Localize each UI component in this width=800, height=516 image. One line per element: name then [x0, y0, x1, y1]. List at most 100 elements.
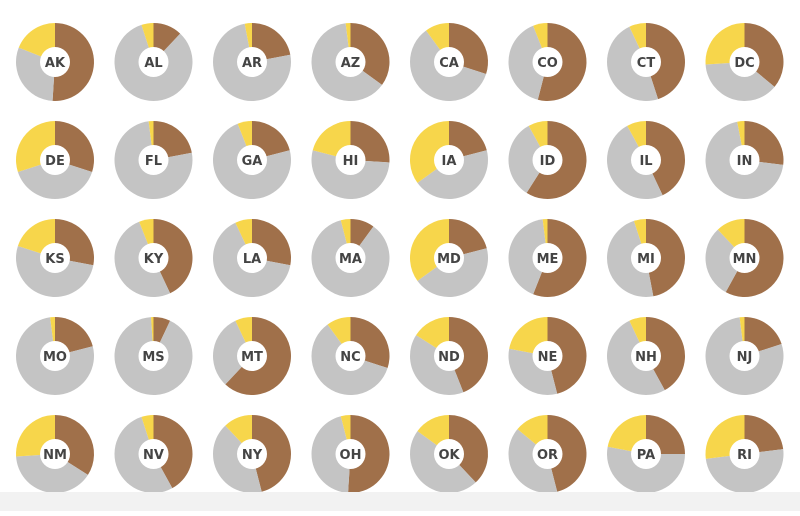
donut-hole: [434, 341, 464, 371]
donut-mi: MI: [607, 219, 686, 297]
slice-ri-gray: [705, 449, 784, 493]
slice-ny-gray: [212, 425, 262, 494]
donut-al: AL: [114, 23, 193, 101]
donut-hole: [237, 341, 267, 371]
state-label-ca: CA: [439, 56, 459, 71]
state-label-al: AL: [144, 56, 162, 71]
state-label-nm: NM: [43, 448, 67, 463]
state-label-fl: FL: [145, 154, 162, 169]
state-label-oh: OH: [340, 448, 362, 463]
slice-ky-brown: [153, 219, 193, 294]
donut-pa: PA: [607, 415, 685, 494]
donut-hole: [40, 439, 70, 469]
state-label-il: IL: [639, 154, 652, 169]
state-label-ny: NY: [242, 448, 263, 463]
donut-hole: [532, 47, 563, 77]
donut-de: DE: [15, 120, 94, 199]
donut-hole: [532, 439, 563, 469]
slice-dc-brown: [744, 23, 784, 87]
slice-md-gray: [417, 248, 488, 297]
state-label-ar: AR: [242, 56, 262, 71]
donut-hole: [237, 145, 267, 175]
donut-hole: [138, 439, 169, 469]
state-label-mo: MO: [43, 350, 67, 365]
state-label-ms: MS: [142, 350, 164, 365]
donut-az: AZ: [311, 23, 390, 102]
donut-oh: OH: [311, 415, 390, 493]
donut-il: IL: [606, 121, 686, 200]
slice-co-gray: [508, 25, 548, 100]
donut-hole: [434, 145, 464, 175]
donut-hole: [40, 47, 70, 77]
donut-hole: [532, 243, 563, 273]
donut-hole: [138, 47, 169, 77]
donut-la: LA: [212, 219, 291, 297]
slice-me-gray: [508, 219, 548, 295]
slice-id-gray: [508, 125, 548, 193]
donut-hole: [631, 47, 661, 77]
donut-co: CO: [508, 23, 587, 101]
donut-hole: [335, 439, 366, 469]
state-label-ne: NE: [538, 350, 558, 365]
state-label-nc: NC: [340, 350, 360, 365]
donut-hole: [138, 145, 169, 175]
donut-nc: NC: [311, 317, 390, 396]
donut-hole: [40, 341, 70, 371]
donut-ia: IA: [410, 121, 488, 199]
donut-id: ID: [508, 121, 587, 200]
slice-nd-gray: [410, 335, 464, 395]
state-label-in: IN: [737, 154, 753, 169]
donut-nj: NJ: [705, 317, 784, 395]
slice-de-gray: [17, 160, 93, 199]
state-label-or: OR: [537, 448, 558, 463]
donut-ma: MA: [311, 219, 390, 297]
donut-hole: [729, 341, 760, 371]
state-label-co: CO: [537, 56, 558, 71]
slice-ia-yellow: [410, 121, 449, 183]
state-label-mt: MT: [241, 350, 263, 365]
slice-oh-gray: [311, 416, 351, 493]
donut-nv: NV: [114, 415, 193, 493]
slice-az-brown: [350, 23, 390, 85]
donut-ri: RI: [705, 415, 784, 493]
state-label-ri: RI: [737, 448, 752, 463]
slice-dc-gray: [705, 62, 775, 101]
state-label-ky: KY: [144, 252, 164, 267]
donut-me: ME: [508, 219, 587, 297]
donut-hole: [237, 243, 267, 273]
slice-nv-brown: [153, 415, 193, 489]
donut-ms: MS: [114, 317, 193, 395]
donut-hole: [631, 439, 661, 469]
state-label-ks: KS: [45, 252, 64, 267]
slice-ny-brown: [252, 415, 292, 492]
donut-hole: [729, 243, 760, 273]
slice-ok-brown: [449, 415, 488, 483]
donut-or: OR: [508, 415, 587, 494]
slice-pa-gray: [607, 446, 685, 494]
donut-hole: [631, 145, 661, 175]
state-label-me: ME: [537, 252, 559, 267]
donut-mt: MT: [213, 317, 291, 395]
donut-ne: NE: [508, 317, 587, 395]
donut-in: IN: [705, 121, 784, 200]
state-label-ct: CT: [637, 56, 656, 71]
state-label-az: AZ: [341, 56, 361, 71]
donut-hole: [729, 145, 760, 175]
slice-mn-gray: [705, 229, 745, 293]
state-label-id: ID: [540, 154, 556, 169]
slice-ne-brown: [547, 317, 587, 394]
donut-ok: OK: [410, 415, 488, 493]
state-label-ga: GA: [242, 154, 263, 169]
donut-hole: [532, 341, 563, 371]
donut-ks: KS: [16, 219, 95, 297]
bottom-strip: [0, 492, 800, 511]
slice-ct-brown: [646, 23, 685, 100]
donut-ny: NY: [212, 415, 292, 494]
state-label-ma: MA: [339, 252, 362, 267]
slice-il-brown: [646, 121, 686, 196]
donut-hole: [434, 439, 464, 469]
donut-hole: [335, 47, 366, 77]
slice-nm-gray: [16, 454, 88, 493]
